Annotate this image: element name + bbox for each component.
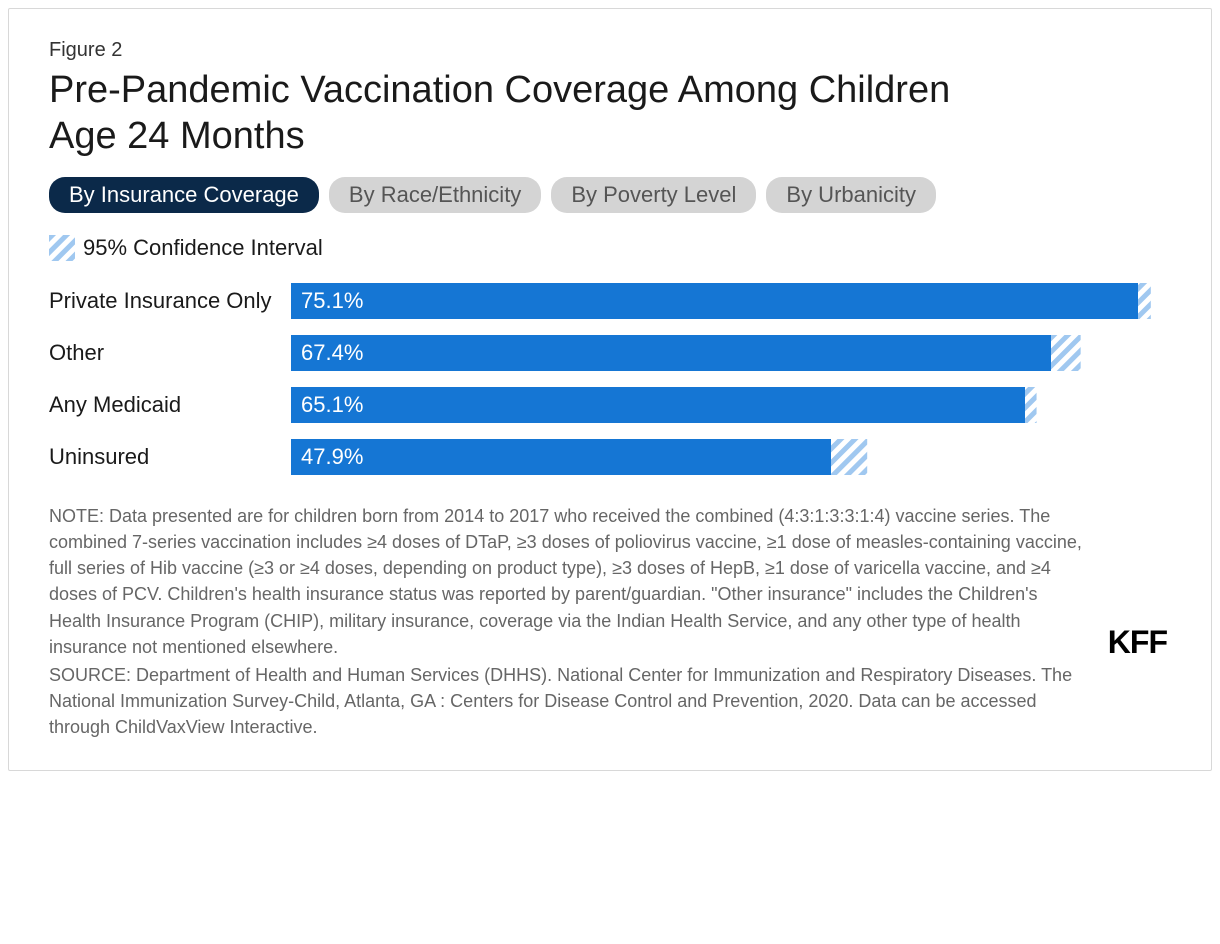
kff-logo: KFF bbox=[1108, 584, 1171, 661]
bar-row: Uninsured 47.9% bbox=[49, 439, 1171, 475]
note-text: NOTE: Data presented are for children bo… bbox=[49, 503, 1088, 660]
bar-fill: 65.1% bbox=[291, 387, 1025, 423]
bar-category-label: Private Insurance Only bbox=[49, 288, 291, 314]
tab-group: By Insurance Coverage By Race/Ethnicity By… bbox=[49, 177, 1171, 213]
bar-category-label: Other bbox=[49, 340, 291, 366]
legend-label: 95% Confidence Interval bbox=[83, 235, 323, 261]
bar-track: 47.9% bbox=[291, 439, 1171, 475]
figure-label: Figure 2 bbox=[49, 39, 1171, 62]
notes-block: NOTE: Data presented are for children bo… bbox=[49, 503, 1088, 742]
bar-value-label: 47.9% bbox=[301, 444, 363, 470]
legend: 95% Confidence Interval bbox=[49, 235, 1171, 261]
figure-title: Pre-Pandemic Vaccination Coverage Among … bbox=[49, 68, 1009, 159]
tab-by-urbanicity[interactable]: By Urbanicity bbox=[766, 177, 936, 213]
bar-category-label: Uninsured bbox=[49, 444, 291, 470]
hatched-swatch-icon bbox=[49, 235, 75, 261]
bar-value-label: 75.1% bbox=[301, 288, 363, 314]
tab-by-insurance-coverage[interactable]: By Insurance Coverage bbox=[49, 177, 319, 213]
bar-track: 75.1% bbox=[291, 283, 1171, 319]
bar-row: Other 67.4% bbox=[49, 335, 1171, 371]
bar-row: Any Medicaid 65.1% bbox=[49, 387, 1171, 423]
bar-row: Private Insurance Only 75.1% bbox=[49, 283, 1171, 319]
bar-value-label: 67.4% bbox=[301, 340, 363, 366]
bar-track: 65.1% bbox=[291, 387, 1171, 423]
figure-footer: NOTE: Data presented are for children bo… bbox=[49, 503, 1171, 742]
bar-chart: Private Insurance Only 75.1% Other 67.4% A… bbox=[49, 283, 1171, 475]
tab-by-poverty-level[interactable]: By Poverty Level bbox=[551, 177, 756, 213]
source-text: SOURCE: Department of Health and Human S… bbox=[49, 662, 1088, 740]
bar-category-label: Any Medicaid bbox=[49, 392, 291, 418]
tab-by-race-ethnicity[interactable]: By Race/Ethnicity bbox=[329, 177, 541, 213]
bar-track: 67.4% bbox=[291, 335, 1171, 371]
bar-fill: 47.9% bbox=[291, 439, 831, 475]
bar-value-label: 65.1% bbox=[301, 392, 363, 418]
figure-container: Figure 2 Pre-Pandemic Vaccination Covera… bbox=[8, 8, 1212, 771]
bar-fill: 67.4% bbox=[291, 335, 1051, 371]
bar-fill: 75.1% bbox=[291, 283, 1138, 319]
